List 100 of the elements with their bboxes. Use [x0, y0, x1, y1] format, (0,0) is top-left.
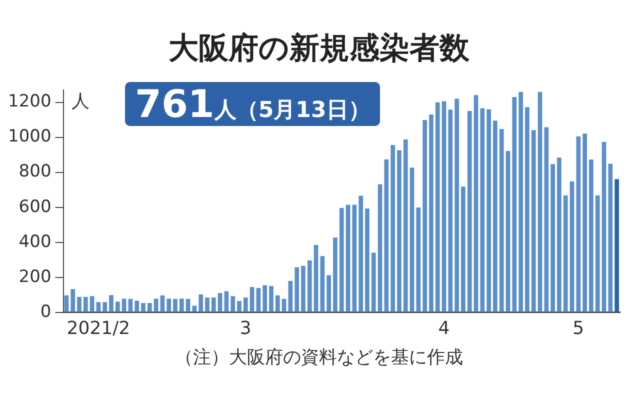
bar [346, 204, 350, 312]
bar [237, 301, 242, 312]
bar [186, 298, 190, 312]
bar [70, 289, 76, 312]
bar [557, 158, 562, 312]
bar [294, 267, 300, 312]
y-tick-label: 0 [40, 302, 52, 322]
bar [352, 204, 357, 312]
bar [589, 160, 594, 312]
bar [282, 298, 286, 312]
bar [422, 120, 427, 312]
x-tick-label: 3 [240, 318, 252, 339]
bar [269, 286, 274, 312]
bar [102, 302, 108, 312]
bar [77, 296, 82, 312]
bar [384, 159, 389, 312]
bar [173, 298, 178, 312]
bar [531, 130, 536, 312]
y-tick-label: 1200 [8, 92, 52, 112]
bar [154, 298, 158, 312]
bar [288, 280, 293, 312]
text: （注）大阪府の資料などを基に作成 [174, 346, 464, 369]
bar [582, 134, 587, 312]
bar [518, 92, 523, 312]
bar [614, 179, 619, 312]
bar [205, 298, 210, 312]
chart-title: 大阪府の新規感染者数 [168, 30, 470, 68]
bar [416, 208, 421, 312]
bar [122, 298, 126, 312]
bar [134, 300, 140, 312]
bar [320, 256, 325, 312]
bar [275, 295, 280, 312]
bar [480, 108, 485, 312]
bar [397, 150, 402, 312]
bar [429, 114, 434, 312]
bar [602, 142, 606, 312]
bar [506, 150, 510, 312]
bar [301, 266, 306, 312]
bar [570, 181, 574, 312]
bar [486, 109, 491, 312]
y-tick-label: 200 [18, 266, 52, 287]
bar [90, 296, 94, 312]
y-axis-title: 人 [71, 90, 90, 112]
y-tick-label: 400 [18, 232, 52, 252]
bar [224, 291, 229, 312]
bar [262, 285, 268, 312]
bar [256, 288, 261, 312]
bar [493, 120, 498, 312]
bar [128, 298, 133, 312]
bar [83, 296, 88, 312]
bar [250, 287, 254, 312]
bar [467, 111, 472, 312]
bar [166, 298, 172, 312]
bar [576, 136, 581, 312]
bar [544, 127, 549, 312]
bar [365, 208, 370, 312]
bar [403, 139, 408, 312]
bar [390, 144, 395, 312]
bar [358, 196, 364, 312]
bar [96, 302, 101, 312]
bar [442, 101, 446, 312]
bar [512, 97, 517, 312]
bar [160, 295, 165, 312]
bar [410, 168, 414, 312]
bar [550, 164, 555, 312]
y-tick-label: 800 [18, 162, 52, 182]
bar [314, 244, 318, 312]
bar [243, 298, 248, 312]
bar [218, 292, 222, 312]
bar [109, 295, 114, 312]
bar [339, 208, 344, 312]
bar [211, 298, 216, 312]
bar [371, 252, 376, 312]
bar [115, 302, 120, 312]
bar [525, 107, 530, 312]
x-tick-label: 5 [572, 318, 584, 339]
y-tick-label: 1000 [8, 126, 52, 147]
bar [474, 95, 478, 312]
bar [326, 275, 332, 312]
bar [333, 237, 338, 312]
bar [179, 298, 184, 312]
x-tick-label: 4 [438, 318, 450, 339]
bar [448, 110, 453, 312]
bar [64, 295, 69, 312]
bar [608, 164, 613, 312]
bar [230, 296, 236, 312]
bar [198, 294, 204, 312]
bar [378, 184, 382, 312]
bar [147, 302, 152, 312]
bar [499, 129, 504, 312]
y-tick-label: 600 [18, 196, 52, 217]
bar [563, 195, 568, 312]
bar [192, 306, 197, 312]
x-tick-label: 2021/2 [66, 318, 130, 339]
bar [141, 302, 146, 312]
bar [307, 260, 312, 312]
bar [595, 195, 600, 312]
bar [461, 186, 466, 312]
annotation: 761人（5月13日） [135, 82, 370, 126]
bar [435, 102, 440, 312]
